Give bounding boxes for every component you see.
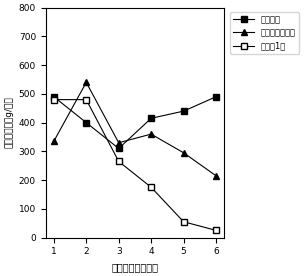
- コレイ1号: [85, 98, 88, 101]
- Legend: すいおう, ムラサキマサリ, コレイ1号: すいおう, ムラサキマサリ, コレイ1号: [230, 12, 299, 54]
- X-axis label: 収穫回数（回目）: 収穫回数（回目）: [112, 262, 158, 272]
- すいおう: [182, 110, 185, 113]
- Line: すいおう: すいおう: [51, 94, 219, 151]
- Line: ムラサキマサリ: ムラサキマサリ: [51, 79, 219, 179]
- ムラサキマサリ: [52, 140, 56, 143]
- ムラサキマサリ: [85, 81, 88, 84]
- コレイ1号: [117, 160, 120, 163]
- コレイ1号: [182, 220, 185, 223]
- コレイ1号: [149, 186, 153, 189]
- Line: コレイ1号: コレイ1号: [51, 97, 219, 233]
- ムラサキマサリ: [117, 141, 120, 144]
- すいおう: [85, 121, 88, 124]
- すいおう: [149, 117, 153, 120]
- コレイ1号: [52, 98, 56, 101]
- Y-axis label: 地上部収量（g/株）: 地上部収量（g/株）: [4, 97, 13, 148]
- ムラサキマサリ: [182, 151, 185, 155]
- コレイ1号: [214, 229, 218, 232]
- すいおう: [214, 95, 218, 99]
- ムラサキマサリ: [214, 174, 218, 177]
- すいおう: [52, 95, 56, 99]
- ムラサキマサリ: [149, 132, 153, 136]
- すいおう: [117, 147, 120, 150]
